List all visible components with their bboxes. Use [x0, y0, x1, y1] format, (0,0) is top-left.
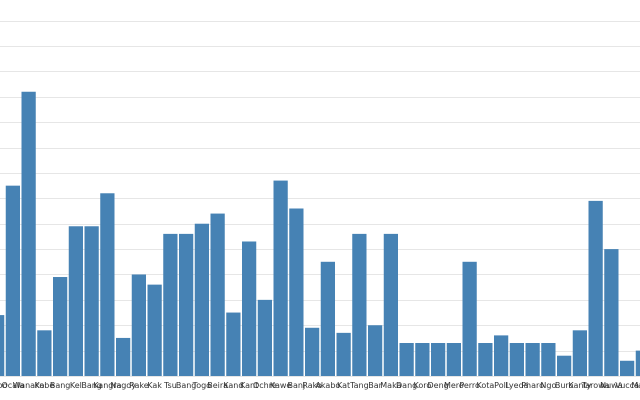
bar	[37, 330, 52, 376]
bar	[494, 335, 509, 376]
bar	[131, 274, 146, 376]
bar	[336, 332, 351, 376]
bar	[446, 343, 461, 376]
x-tick-label: Nuwa	[600, 381, 623, 390]
x-tick-label: Kel	[70, 381, 82, 390]
bar	[194, 223, 209, 376]
bar	[53, 277, 68, 376]
bar	[635, 350, 640, 376]
x-tick-label: Matto	[631, 381, 640, 390]
x-tick-label: Rako	[302, 381, 322, 390]
bar	[320, 261, 335, 376]
x-tick-label: Ochre	[253, 381, 277, 390]
x-tick-label: Bar	[368, 381, 382, 390]
bar	[352, 233, 367, 376]
x-tick-label: Ocala	[2, 381, 25, 390]
x-tick-label: Kobe	[35, 381, 55, 390]
bar	[604, 249, 619, 376]
x-tick-label: Tang	[349, 381, 369, 390]
x-tick-label: Lyeda	[505, 381, 528, 390]
x-tick-label: Akabo	[315, 381, 340, 390]
bars	[0, 91, 640, 376]
bar	[163, 233, 178, 376]
bar	[68, 226, 83, 376]
bar	[305, 327, 320, 376]
x-tick-label: Deng	[428, 381, 449, 390]
x-tick-label: Togo	[192, 381, 212, 390]
bar	[509, 343, 524, 376]
x-tick-label: Pharo	[521, 381, 544, 390]
bar	[5, 185, 20, 376]
x-tick-label: Tarowa	[581, 381, 610, 390]
x-tick-label: Mero	[444, 381, 464, 390]
x-tick-label: Kand	[223, 381, 243, 390]
bar	[415, 343, 430, 376]
bar	[289, 208, 304, 376]
x-tick-label: Cabo	[0, 381, 7, 390]
x-tick-label: Bang	[176, 381, 197, 390]
x-tick-label: Rake	[129, 381, 149, 390]
x-tick-label: Tsu	[163, 381, 177, 390]
bar	[0, 315, 5, 376]
x-tick-label: Dang	[396, 381, 417, 390]
bar	[478, 343, 493, 376]
bar	[525, 343, 540, 376]
bar	[210, 213, 225, 376]
x-tick-label: Kak	[147, 381, 162, 390]
bar	[557, 355, 572, 376]
bar	[84, 226, 99, 376]
bar	[431, 343, 446, 376]
x-tick-label: Beira	[207, 381, 228, 390]
bar	[116, 337, 131, 376]
bar	[368, 325, 383, 376]
x-tick-label: Wanaka	[13, 381, 45, 390]
bar	[179, 233, 194, 376]
bar	[620, 360, 635, 376]
x-tick-label: Maka	[380, 381, 401, 390]
x-tick-label: Nagoy	[110, 381, 136, 390]
x-tick-label: Kangra	[93, 381, 121, 390]
x-tick-label: Ngo	[540, 381, 556, 390]
bar	[399, 343, 414, 376]
x-tick-label: Bang	[50, 381, 71, 390]
x-tick-label: Kat	[337, 381, 350, 390]
x-tick-label: Kanty	[568, 381, 591, 390]
bar	[21, 91, 36, 376]
bar	[273, 180, 288, 376]
bar	[588, 200, 603, 376]
bar	[462, 261, 477, 376]
x-tick-label: Kota	[476, 381, 494, 390]
bar	[242, 241, 257, 376]
bar	[383, 233, 398, 376]
x-tick-label: Kant	[240, 381, 258, 390]
x-tick-label: Poll	[494, 381, 508, 390]
x-tick-label: Buro	[555, 381, 574, 390]
bar	[541, 343, 556, 376]
bar	[257, 299, 272, 376]
bar	[226, 312, 241, 376]
bar	[572, 330, 587, 376]
x-axis-labels: CaboOcalaWanakaKobeBangKelBangKangraNago…	[0, 381, 640, 390]
bar	[147, 284, 162, 376]
x-tick-label: Vucca	[615, 381, 639, 390]
x-tick-label: Koro	[414, 381, 432, 390]
bar	[100, 193, 115, 376]
x-tick-label: Banj	[288, 381, 306, 390]
x-tick-label: Perro	[459, 381, 480, 390]
x-tick-label: Kawe	[270, 381, 292, 390]
x-tick-label: Bang	[81, 381, 102, 390]
